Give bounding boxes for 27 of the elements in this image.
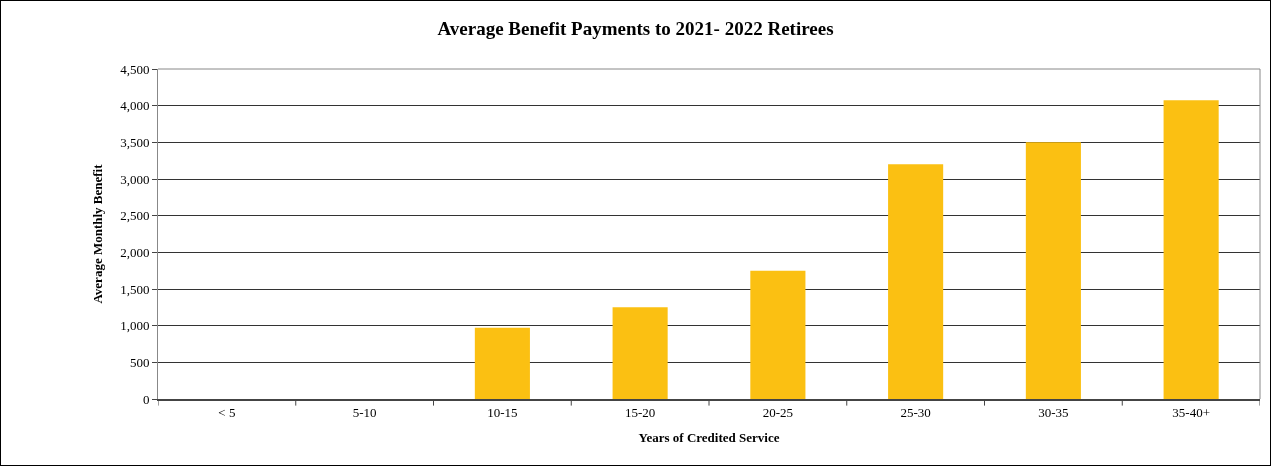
y-tick-label: 2,500	[120, 208, 150, 224]
y-tick-label: 3,500	[120, 134, 150, 150]
x-tick-label: 5-10	[352, 404, 377, 420]
y-tick-label: 2,000	[120, 244, 150, 260]
x-tick-label: 20-25	[762, 404, 794, 420]
y-tick-label: 3,000	[120, 171, 150, 187]
x-tick-label: 10-15	[487, 404, 518, 420]
x-tick-label: 35-40+	[1172, 404, 1210, 420]
y-tick-label: 1,000	[120, 318, 150, 334]
y-tick-label: 4,500	[120, 61, 150, 77]
y-tick-label: 500	[129, 354, 150, 370]
x-tick-label: 30-35	[1038, 404, 1069, 420]
y-tick-label: 4,000	[120, 98, 150, 114]
chart-title: Average Benefit Payments to 2021- 2022 Retirees	[437, 18, 834, 40]
x-tick-label: < 5	[218, 404, 236, 420]
x-tick-label: 25-30	[900, 404, 931, 420]
bar	[1163, 100, 1219, 399]
bar	[474, 327, 530, 399]
bar	[750, 270, 806, 399]
x-tick-label: 15-20	[624, 404, 656, 420]
y-axis-title: Average Monthly Benefit	[90, 163, 106, 304]
y-tick-label: 1,500	[120, 281, 150, 297]
bar	[612, 307, 668, 399]
y-tick-label: 0	[142, 391, 150, 407]
x-axis-title: Years of Credited Service	[638, 429, 780, 445]
bar	[888, 164, 944, 399]
bar	[1025, 142, 1081, 399]
